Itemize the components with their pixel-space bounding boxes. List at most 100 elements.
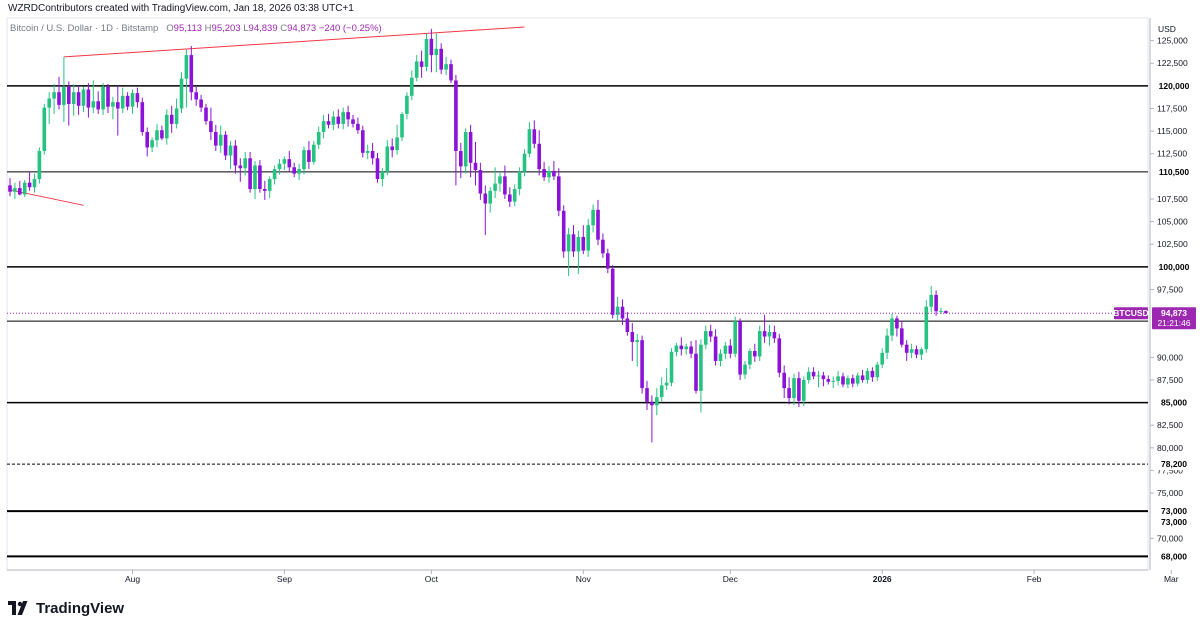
candle-body[interactable] xyxy=(179,78,184,109)
candle-body[interactable] xyxy=(302,150,306,170)
trendline[interactable] xyxy=(9,189,84,206)
candle-body[interactable] xyxy=(125,95,130,107)
candle-body[interactable] xyxy=(904,344,909,353)
candle-body[interactable] xyxy=(326,121,331,125)
candle-body[interactable] xyxy=(493,183,497,191)
candle-body[interactable] xyxy=(821,375,826,380)
candle-body[interactable] xyxy=(459,151,463,167)
candle-body[interactable] xyxy=(410,77,414,96)
candle-body[interactable] xyxy=(503,176,507,195)
candle-body[interactable] xyxy=(169,114,174,124)
candle-body[interactable] xyxy=(321,121,326,133)
candle-body[interactable] xyxy=(454,80,458,152)
candle-body[interactable] xyxy=(748,351,752,365)
candle-body[interactable] xyxy=(944,311,948,314)
candle-body[interactable] xyxy=(934,294,938,312)
candle-body[interactable] xyxy=(527,129,532,154)
candle-body[interactable] xyxy=(699,344,703,391)
candle-body[interactable] xyxy=(738,321,742,375)
candle-body[interactable] xyxy=(846,378,850,385)
candle-body[interactable] xyxy=(81,89,86,106)
candle-body[interactable] xyxy=(204,107,208,122)
candle-body[interactable] xyxy=(645,388,649,402)
candle-body[interactable] xyxy=(610,268,615,315)
candle-body[interactable] xyxy=(258,165,262,190)
candle-body[interactable] xyxy=(312,144,316,162)
candle-body[interactable] xyxy=(890,318,894,336)
candle-body[interactable] xyxy=(767,332,772,337)
candle-body[interactable] xyxy=(375,158,380,180)
candle-body[interactable] xyxy=(346,112,350,120)
candle-body[interactable] xyxy=(62,86,66,105)
candle-body[interactable] xyxy=(664,382,669,386)
candle-body[interactable] xyxy=(282,159,287,164)
candle-body[interactable] xyxy=(684,346,688,350)
candle-body[interactable] xyxy=(547,170,551,178)
candle-body[interactable] xyxy=(424,38,429,67)
candle-body[interactable] xyxy=(782,372,786,389)
candle-body[interactable] xyxy=(581,236,586,251)
candle-body[interactable] xyxy=(116,102,120,109)
candle-body[interactable] xyxy=(909,349,914,353)
candle-body[interactable] xyxy=(576,236,581,252)
candle-body[interactable] xyxy=(704,331,708,345)
candle-body[interactable] xyxy=(924,306,929,350)
candle-body[interactable] xyxy=(145,132,149,148)
candle-body[interactable] xyxy=(184,55,189,79)
candle-body[interactable] xyxy=(655,397,659,406)
candle-body[interactable] xyxy=(223,134,228,156)
candle-body[interactable] xyxy=(929,294,933,307)
candle-body[interactable] xyxy=(400,113,404,138)
candle-body[interactable] xyxy=(674,345,679,352)
candle-body[interactable] xyxy=(914,349,919,355)
candle-body[interactable] xyxy=(512,189,517,202)
candle-body[interactable] xyxy=(356,123,360,131)
candle-body[interactable] xyxy=(174,108,179,124)
candle-body[interactable] xyxy=(199,99,203,108)
candle-body[interactable] xyxy=(150,140,154,148)
trendline[interactable] xyxy=(63,26,525,58)
candle-body[interactable] xyxy=(522,153,527,172)
candle-body[interactable] xyxy=(214,132,218,146)
candle-body[interactable] xyxy=(669,351,674,383)
candle-body[interactable] xyxy=(841,376,845,385)
candle-body[interactable] xyxy=(86,89,91,108)
candle-body[interactable] xyxy=(243,158,247,169)
candle-body[interactable] xyxy=(8,185,12,192)
candle-body[interactable] xyxy=(287,159,292,168)
candle-body[interactable] xyxy=(27,182,32,188)
candle-body[interactable] xyxy=(811,371,816,377)
candle-body[interactable] xyxy=(341,112,345,124)
candle-body[interactable] xyxy=(900,328,904,345)
candle-body[interactable] xyxy=(272,169,277,180)
candle-body[interactable] xyxy=(449,64,453,81)
candle-body[interactable] xyxy=(659,385,664,398)
candle-body[interactable] xyxy=(865,370,870,380)
candle-body[interactable] xyxy=(37,151,42,180)
candle-body[interactable] xyxy=(351,119,355,124)
candle-body[interactable] xyxy=(762,331,767,337)
candle-body[interactable] xyxy=(189,55,194,93)
candle-body[interactable] xyxy=(434,48,439,56)
candle-body[interactable] xyxy=(831,380,835,382)
candle-body[interactable] xyxy=(694,353,698,391)
candle-body[interactable] xyxy=(552,170,556,177)
candle-body[interactable] xyxy=(787,388,791,399)
candle-body[interactable] xyxy=(561,210,566,252)
candle-body[interactable] xyxy=(365,151,370,153)
candle-body[interactable] xyxy=(816,375,821,377)
candle-body[interactable] xyxy=(566,234,571,252)
candle-body[interactable] xyxy=(42,107,47,152)
candle-body[interactable] xyxy=(601,239,605,254)
candle-body[interactable] xyxy=(708,331,713,337)
candle-body[interactable] xyxy=(331,116,336,125)
candle-body[interactable] xyxy=(733,321,737,354)
candle-body[interactable] xyxy=(508,194,512,202)
candle-body[interactable] xyxy=(316,132,321,145)
candle-body[interactable] xyxy=(792,378,796,399)
candle-body[interactable] xyxy=(939,311,943,313)
plot-area[interactable] xyxy=(6,17,1149,571)
candle-body[interactable] xyxy=(370,151,375,159)
candle-body[interactable] xyxy=(336,116,341,124)
candle-body[interactable] xyxy=(47,98,51,108)
